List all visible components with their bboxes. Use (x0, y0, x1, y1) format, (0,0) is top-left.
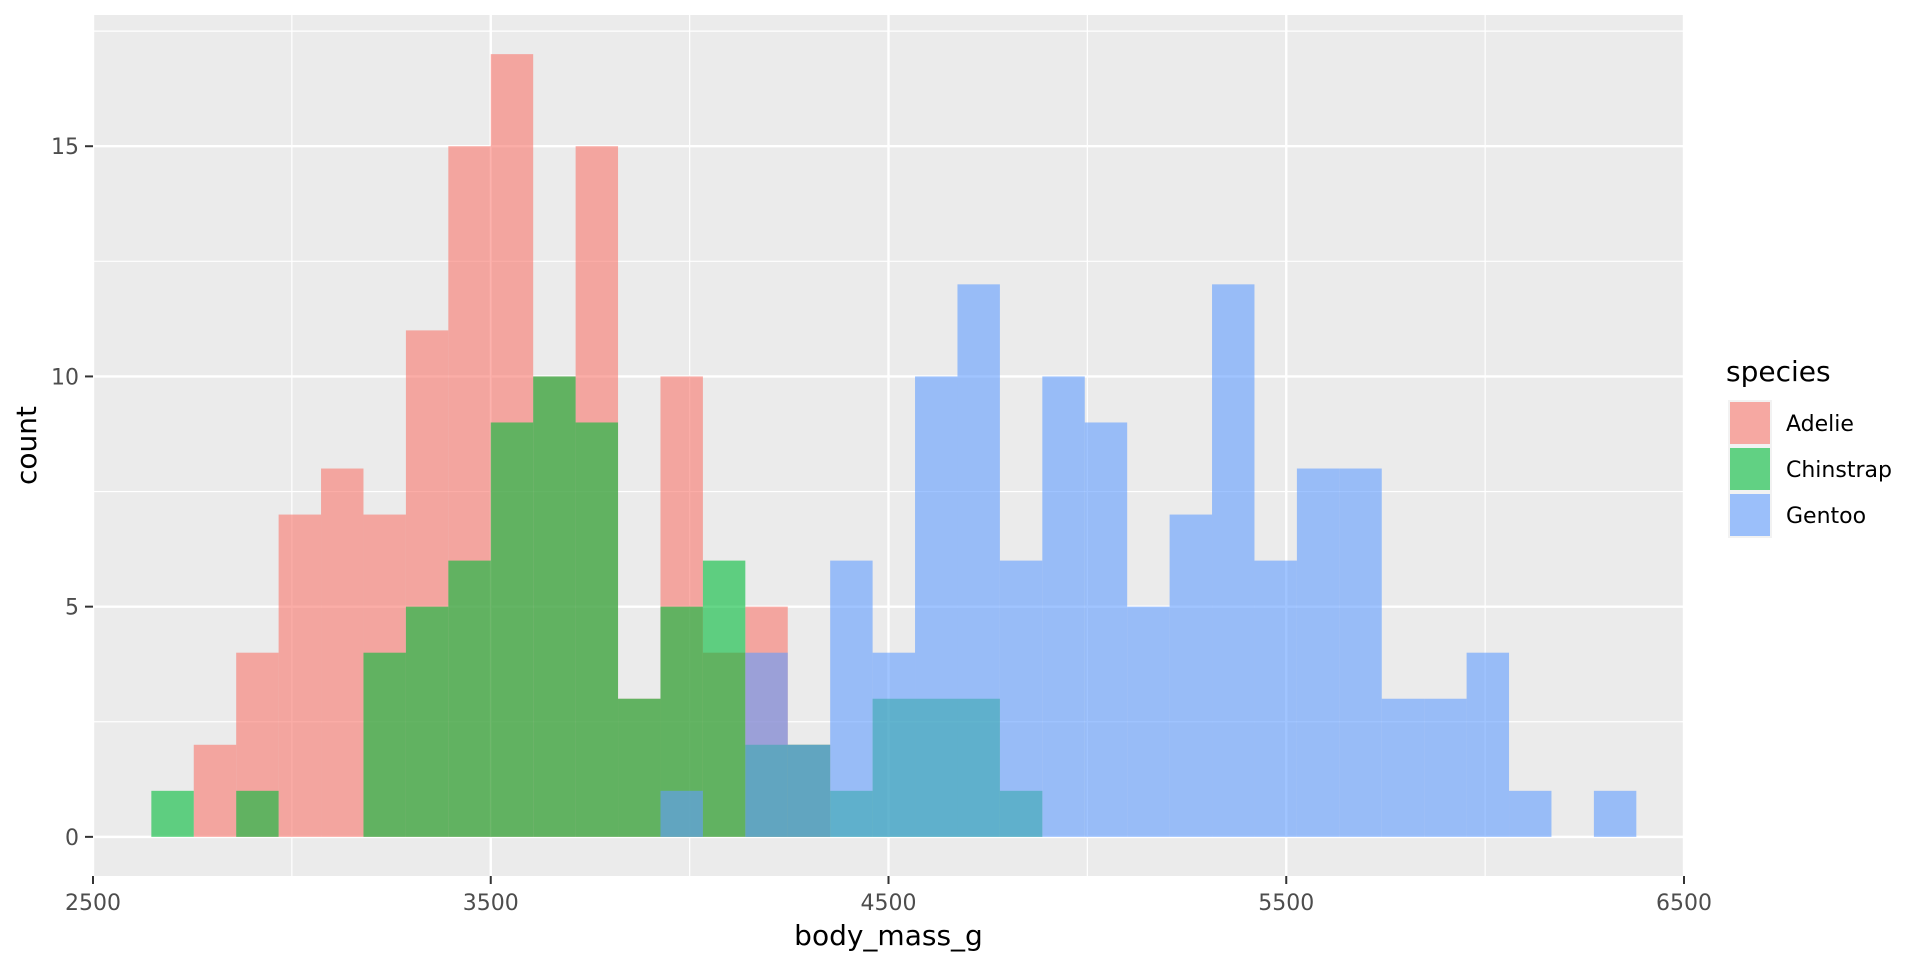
legend-item-gentoo: Gentoo (1728, 492, 1866, 538)
legend-key-swatch (1730, 494, 1770, 536)
bar (1127, 606, 1170, 837)
x-axis-title: body_mass_g (794, 919, 983, 952)
bar (745, 652, 788, 837)
legend-item-chinstrap: Chinstrap (1728, 446, 1892, 492)
bar (1424, 698, 1467, 837)
bar (533, 376, 576, 837)
legend-item-adelie: Adelie (1728, 400, 1854, 446)
bar (405, 606, 449, 837)
x-tick-label: 6500 (1656, 891, 1712, 916)
legend: species Adelie Chinstrap Gentoo (1726, 355, 1892, 538)
bar (1042, 376, 1085, 837)
bar (1169, 514, 1213, 837)
x-tick-label: 3500 (463, 891, 519, 916)
bar (787, 744, 831, 837)
bar (1254, 560, 1297, 837)
y-tick-label: 15 (51, 135, 79, 160)
bar (1466, 652, 1510, 837)
bar (1339, 468, 1382, 837)
bar (999, 560, 1043, 837)
y-tick-label: 0 (65, 826, 79, 851)
bar (1212, 284, 1255, 837)
bar (278, 514, 322, 837)
bar (490, 422, 534, 837)
bar (660, 790, 703, 837)
y-tick-label: 5 (65, 596, 79, 621)
bar (1296, 468, 1340, 837)
axes: 2500 3500 4500 5500 6500 0 5 10 15 (51, 135, 1712, 916)
legend-label: Chinstrap (1786, 458, 1892, 483)
bar (957, 284, 1000, 837)
legend-key-swatch (1730, 448, 1770, 490)
bar (872, 652, 916, 837)
bar (1084, 422, 1128, 837)
bar (830, 560, 873, 837)
legend-title: species (1726, 355, 1831, 388)
bar (193, 744, 237, 837)
bar (151, 790, 194, 837)
series-gentoo (660, 284, 1637, 837)
bar (1509, 790, 1552, 837)
x-tick-label: 4500 (861, 891, 917, 916)
bar (618, 698, 661, 837)
bars (151, 54, 1637, 837)
bar (236, 790, 279, 837)
legend-key-swatch (1730, 402, 1770, 444)
bar (575, 422, 619, 837)
legend-label: Adelie (1786, 412, 1854, 437)
y-axis-title: count (10, 406, 43, 485)
bar (1593, 790, 1637, 837)
bar (1381, 698, 1425, 837)
bar (702, 560, 746, 837)
legend-label: Gentoo (1786, 504, 1866, 529)
bar (363, 652, 406, 837)
y-tick-label: 10 (51, 365, 79, 390)
x-tick-label: 5500 (1258, 891, 1314, 916)
bar (915, 376, 958, 837)
bar (448, 560, 491, 837)
bar (321, 468, 364, 837)
x-tick-label: 2500 (65, 891, 121, 916)
